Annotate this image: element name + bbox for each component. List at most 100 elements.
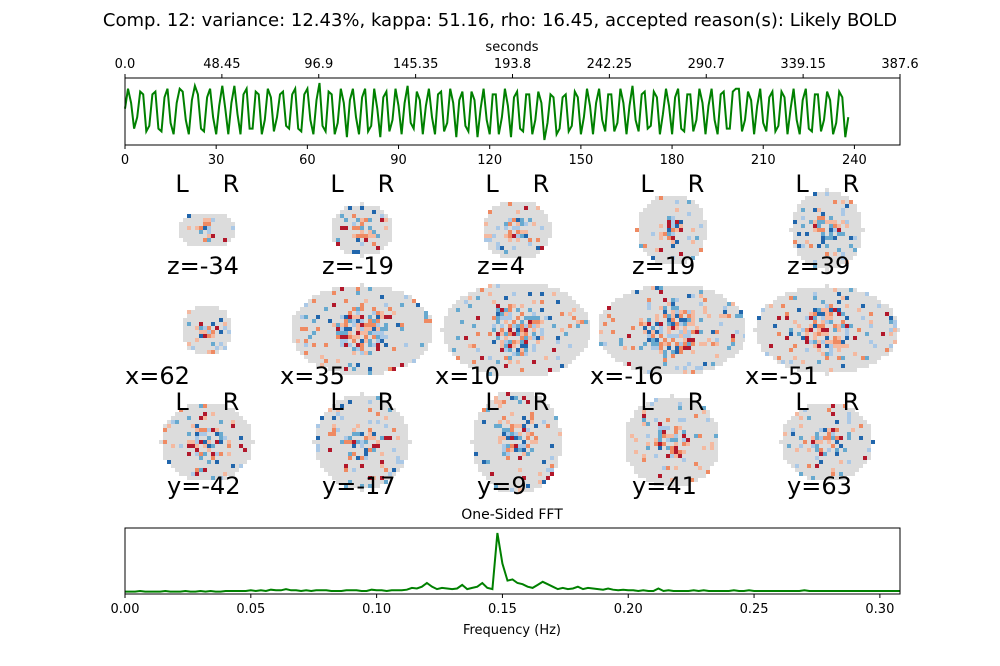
brain-voxel bbox=[707, 362, 711, 366]
brain-voxel bbox=[348, 468, 352, 472]
brain-voxel bbox=[215, 404, 219, 408]
brain-voxel bbox=[845, 236, 849, 240]
brain-voxel bbox=[199, 310, 203, 314]
brain-voxel bbox=[388, 404, 392, 408]
brain-voxel bbox=[372, 416, 376, 420]
brain-voxel bbox=[376, 476, 380, 480]
brain-voxel bbox=[797, 344, 801, 348]
brain-voxel bbox=[568, 356, 572, 360]
brain-voxel bbox=[845, 316, 849, 320]
brain-voxel bbox=[376, 242, 380, 246]
brain-voxel bbox=[580, 336, 584, 340]
brain-voxel bbox=[683, 370, 687, 374]
brain-voxel bbox=[524, 222, 528, 226]
brain-voxel bbox=[490, 456, 494, 460]
brain-voxel bbox=[528, 316, 532, 320]
brain-voxel bbox=[524, 234, 528, 238]
brain-voxel bbox=[548, 360, 552, 364]
brain-voxel bbox=[687, 248, 691, 252]
brain-voxel bbox=[801, 292, 805, 296]
brain-voxel bbox=[797, 296, 801, 300]
brain-voxel bbox=[659, 290, 663, 294]
brain-voxel bbox=[348, 299, 352, 303]
brain-voxel bbox=[821, 232, 825, 236]
brain-slice-image: L Ry=-42 bbox=[159, 388, 255, 500]
brain-voxel bbox=[227, 452, 231, 456]
brain-voxel bbox=[235, 424, 239, 428]
brain-voxel bbox=[215, 234, 219, 238]
brain-voxel bbox=[498, 424, 502, 428]
brain-voxel bbox=[512, 254, 516, 258]
brain-voxel bbox=[671, 334, 675, 338]
brain-voxel bbox=[518, 428, 522, 432]
brain-voxel bbox=[542, 460, 546, 464]
brain-voxel bbox=[627, 362, 631, 366]
brain-voxel bbox=[809, 312, 813, 316]
brain-voxel bbox=[376, 436, 380, 440]
brain-voxel bbox=[340, 367, 344, 371]
brain-voxel bbox=[340, 452, 344, 456]
brain-voxel bbox=[865, 352, 869, 356]
brain-voxel bbox=[797, 204, 801, 208]
brain-voxel bbox=[735, 322, 739, 326]
brain-voxel bbox=[526, 420, 530, 424]
brain-voxel bbox=[805, 260, 809, 264]
brain-voxel bbox=[853, 340, 857, 344]
brain-voxel bbox=[512, 234, 516, 238]
brain-voxel bbox=[889, 324, 893, 328]
brain-voxel bbox=[179, 226, 183, 230]
brain-voxel bbox=[560, 336, 564, 340]
brain-voxel bbox=[480, 320, 484, 324]
brain-voxel bbox=[488, 218, 492, 222]
brain-voxel bbox=[235, 456, 239, 460]
brain-voxel bbox=[675, 224, 679, 228]
brain-voxel bbox=[532, 254, 536, 258]
brain-voxel bbox=[781, 320, 785, 324]
brain-voxel bbox=[388, 452, 392, 456]
brain-voxel bbox=[231, 468, 235, 472]
brain-voxel bbox=[500, 360, 504, 364]
figure-title: Comp. 12: variance: 12.43%, kappa: 51.16… bbox=[102, 10, 898, 31]
brain-voxel bbox=[833, 256, 837, 260]
brain-voxel bbox=[711, 346, 715, 350]
brain-voxel bbox=[516, 296, 520, 300]
brain-voxel bbox=[568, 340, 572, 344]
brain-voxel bbox=[801, 336, 805, 340]
brain-voxel bbox=[376, 412, 380, 416]
brain-voxel bbox=[829, 324, 833, 328]
brain-voxel bbox=[320, 359, 324, 363]
brain-voxel bbox=[494, 468, 498, 472]
brain-voxel bbox=[695, 204, 699, 208]
brain-voxel bbox=[352, 424, 356, 428]
brain-voxel bbox=[675, 310, 679, 314]
brain-voxel bbox=[829, 328, 833, 332]
brain-voxel bbox=[187, 452, 191, 456]
brain-voxel bbox=[243, 428, 247, 432]
brain-voxel bbox=[773, 328, 777, 332]
brain-voxel bbox=[344, 420, 348, 424]
brain-voxel bbox=[611, 342, 615, 346]
brain-voxel bbox=[183, 322, 187, 326]
brain-voxel bbox=[296, 327, 300, 331]
brain-voxel bbox=[356, 420, 360, 424]
brain-voxel bbox=[199, 214, 203, 218]
brain-voxel bbox=[336, 456, 340, 460]
brain-voxel bbox=[376, 295, 380, 299]
brain-voxel bbox=[392, 311, 396, 315]
brain-voxel bbox=[675, 370, 679, 374]
brain-voxel bbox=[392, 319, 396, 323]
brain-voxel bbox=[404, 432, 408, 436]
brain-voxel bbox=[841, 248, 845, 252]
brain-voxel bbox=[360, 416, 364, 420]
brain-voxel bbox=[480, 304, 484, 308]
brain-voxel bbox=[821, 360, 825, 364]
timeseries-frame bbox=[124, 77, 901, 146]
brain-voxel bbox=[546, 436, 550, 440]
brain-voxel bbox=[544, 218, 548, 222]
brain-voxel bbox=[789, 304, 793, 308]
brain-voxel bbox=[388, 448, 392, 452]
brain-voxel bbox=[580, 316, 584, 320]
brain-voxel bbox=[352, 351, 356, 355]
brain-voxel bbox=[474, 448, 478, 452]
brain-voxel bbox=[833, 336, 837, 340]
